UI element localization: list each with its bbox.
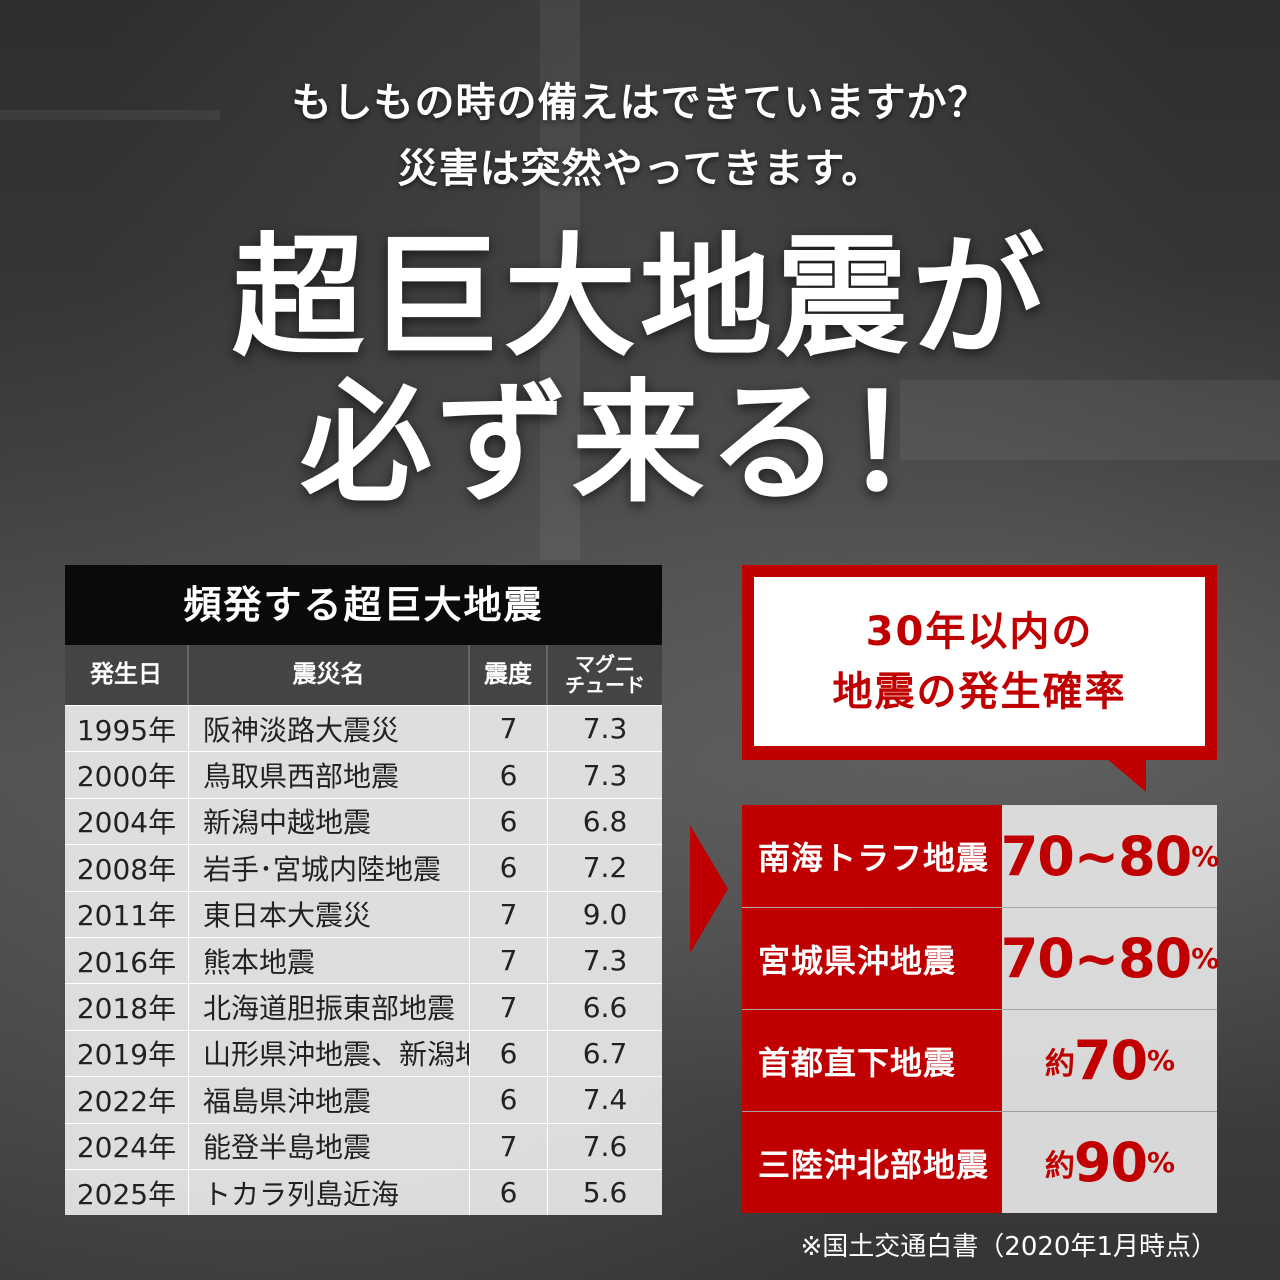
- cell-date: 2022年: [65, 1077, 189, 1123]
- cell-date: 2025年: [65, 1169, 189, 1216]
- approx-prefix: 約: [1044, 1046, 1075, 1082]
- headline-big-2: 必ず来る！: [300, 367, 980, 521]
- cell-magnitude: 7.4: [582, 1083, 628, 1117]
- cell-magnitude: 9.0: [582, 897, 628, 931]
- cell-intensity: 7: [470, 891, 548, 937]
- probability-number: 70~80: [1000, 824, 1193, 888]
- probability-row: 首都直下地震 約 70%: [742, 1009, 1217, 1111]
- cell-date: 2016年: [65, 937, 189, 984]
- cell-date: 2011年: [65, 891, 189, 937]
- cell-intensity: 7: [470, 937, 548, 984]
- probability-title-1: 30年以内の: [865, 608, 1094, 655]
- percent-unit: %: [1191, 942, 1219, 975]
- probability-table: 南海トラフ地震 70~80% 宮城県沖地震 70~80% 首都直下地震 約 70% 三陸…: [742, 805, 1219, 1213]
- arrow-right-icon: [690, 825, 728, 953]
- probability-title-2: 地震の発生確率: [832, 668, 1127, 715]
- table-row: 2016年 熊本地震 7 7.3: [65, 936, 662, 984]
- cell-intensity: 7: [470, 984, 548, 1030]
- cell-magnitude: 6.6: [582, 990, 628, 1024]
- table-title: 頻発する超巨大地震: [65, 565, 662, 645]
- percent-unit: %: [1191, 839, 1219, 873]
- quake-name: 宮城県沖地震: [742, 908, 1002, 1009]
- background-slab: [900, 380, 1280, 460]
- cell-intensity: 6: [470, 1169, 548, 1216]
- cell-intensity: 7: [470, 1123, 548, 1169]
- cell-magnitude: 7.3: [582, 712, 628, 746]
- probability-row: 宮城県沖地震 70~80%: [742, 907, 1219, 1009]
- cell-name: 能登半島地震: [189, 1123, 470, 1169]
- cell-intensity: 6: [470, 798, 548, 845]
- header-intensity: 震度: [470, 645, 548, 705]
- callout-tail: [1106, 758, 1146, 792]
- table-row: 2011年 東日本大震災 7 9.0: [65, 890, 662, 937]
- probability-value: 70~80%: [1000, 805, 1219, 907]
- background-pillar: [540, 0, 580, 560]
- cell-name: 岩手･宮城内陸地震: [189, 845, 470, 891]
- table-row: 2025年 トカラ列島近海 6 5.6: [65, 1168, 662, 1216]
- quake-name: 三陸沖北部地震: [742, 1112, 1002, 1213]
- cell-date: 1995年: [65, 706, 189, 752]
- cell-magnitude: 6.8: [582, 804, 628, 838]
- quake-name: 南海トラフ地震: [742, 805, 1002, 907]
- table-row: 2018年 北海道胆振東部地震 7 6.6: [65, 983, 662, 1030]
- probability-value: 70~80%: [1000, 908, 1219, 1009]
- probability-row: 南海トラフ地震 70~80%: [742, 805, 1219, 907]
- cell-intensity: 6: [470, 1077, 548, 1123]
- cell-magnitude: 7.2: [582, 851, 628, 885]
- cell-name: 阪神淡路大震災: [189, 706, 470, 752]
- headline-line2: 災害は突然やってきます。: [397, 146, 883, 192]
- background-rubble: [0, 110, 220, 120]
- cell-intensity: 7: [470, 706, 548, 752]
- cell-magnitude: 5.6: [582, 1176, 628, 1210]
- cell-intensity: 6: [470, 1030, 548, 1077]
- probability-callout: 30年以内の 地震の発生確率: [742, 565, 1217, 760]
- cell-magnitude: 6.7: [582, 1036, 628, 1070]
- cell-date: 2000年: [65, 752, 189, 798]
- footnote: ※国土交通白書（2020年1月時点）: [800, 1232, 1218, 1262]
- cell-name: 東日本大震災: [189, 891, 470, 937]
- cell-name: 熊本地震: [189, 937, 470, 984]
- cell-intensity: 6: [470, 845, 548, 891]
- cell-name: トカラ列島近海: [189, 1169, 470, 1216]
- table-row: 1995年 阪神淡路大震災 7 7.3: [65, 705, 662, 752]
- probability-value: 約 70%: [1002, 1010, 1217, 1111]
- probability-number: 70: [1073, 1029, 1148, 1092]
- cell-name: 福島県沖地震: [189, 1077, 470, 1123]
- cell-date: 2004年: [65, 798, 189, 845]
- cell-name: 北海道胆振東部地震: [189, 984, 470, 1030]
- table-row: 2008年 岩手･宮城内陸地震 6 7.2: [65, 844, 662, 891]
- cell-name: 新潟中越地震: [189, 798, 470, 845]
- table-row: 2004年 新潟中越地震 6 6.8: [65, 797, 662, 845]
- cell-magnitude: 7.6: [582, 1129, 628, 1163]
- cell-magnitude: 7.3: [582, 758, 628, 792]
- table-header-row: 発生日 震災名 震度 マグニ チュード: [65, 645, 662, 705]
- cell-date: 2008年: [65, 845, 189, 891]
- quake-name: 首都直下地震: [742, 1010, 1002, 1111]
- probability-number: 70~80: [1000, 927, 1193, 990]
- probability-number: 90: [1073, 1131, 1148, 1194]
- cell-intensity: 6: [470, 752, 548, 798]
- cell-date: 2019年: [65, 1030, 189, 1077]
- percent-unit: %: [1147, 1146, 1175, 1179]
- headline-line1: もしもの時の備えはできていますか？: [291, 80, 989, 126]
- headline-big-1: 超巨大地震が: [232, 221, 1048, 375]
- cell-date: 2018年: [65, 984, 189, 1030]
- probability-row: 三陸沖北部地震 約 90%: [742, 1111, 1217, 1213]
- approx-prefix: 約: [1044, 1148, 1075, 1184]
- header-date: 発生日: [65, 645, 189, 705]
- header-magnitude: マグニ チュード: [565, 652, 645, 697]
- cell-date: 2024年: [65, 1123, 189, 1169]
- earthquake-table: 頻発する超巨大地震 発生日 震災名 震度 マグニ チュード 1995年 阪神淡路大…: [65, 565, 662, 1216]
- cell-name: 鳥取県西部地震: [189, 752, 470, 798]
- percent-unit: %: [1147, 1044, 1175, 1077]
- probability-value: 約 90%: [1002, 1112, 1217, 1213]
- table-row: 2022年 福島県沖地震 6 7.4: [65, 1076, 662, 1123]
- header-name: 震災名: [189, 645, 470, 705]
- table-row: 2000年 鳥取県西部地震 6 7.3: [65, 751, 662, 798]
- table-row: 2024年 能登半島地震 7 7.6: [65, 1122, 662, 1169]
- cell-magnitude: 7.3: [582, 944, 628, 978]
- cell-name: 山形県沖地震、新潟地震: [189, 1030, 470, 1077]
